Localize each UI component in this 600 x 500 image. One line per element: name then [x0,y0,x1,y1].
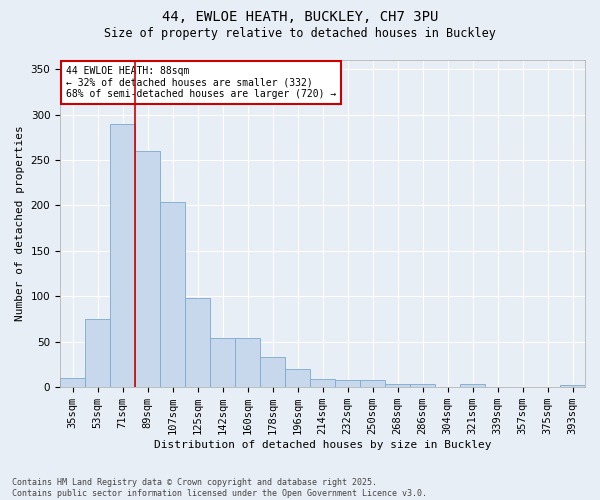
Bar [185,298,210,387]
Bar [410,384,435,387]
Bar [160,202,185,387]
Text: Size of property relative to detached houses in Buckley: Size of property relative to detached ho… [104,28,496,40]
Y-axis label: Number of detached properties: Number of detached properties [15,126,25,322]
Bar [285,369,310,387]
Text: Contains HM Land Registry data © Crown copyright and database right 2025.
Contai: Contains HM Land Registry data © Crown c… [12,478,427,498]
Bar [235,338,260,387]
Bar [210,338,235,387]
Bar [310,379,335,387]
Bar [385,384,410,387]
Bar [360,380,385,387]
Bar [110,124,135,387]
Bar [60,378,85,387]
Bar [135,151,160,387]
X-axis label: Distribution of detached houses by size in Buckley: Distribution of detached houses by size … [154,440,491,450]
Text: 44 EWLOE HEATH: 88sqm
← 32% of detached houses are smaller (332)
68% of semi-det: 44 EWLOE HEATH: 88sqm ← 32% of detached … [65,66,336,99]
Text: 44, EWLOE HEATH, BUCKLEY, CH7 3PU: 44, EWLOE HEATH, BUCKLEY, CH7 3PU [162,10,438,24]
Bar [335,380,360,387]
Bar [560,386,585,387]
Bar [260,357,285,387]
Bar [85,319,110,387]
Bar [460,384,485,387]
